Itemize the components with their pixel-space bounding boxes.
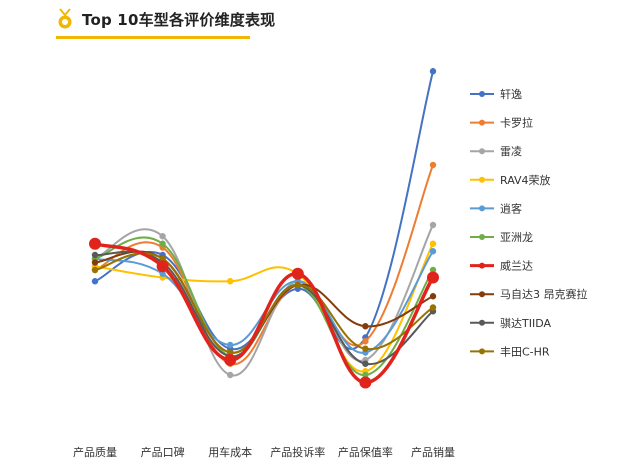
- legend-item: 马自达3 昂克赛拉: [470, 287, 588, 301]
- legend-item: 轩逸: [470, 87, 522, 101]
- chart-header: Top 10车型各评价维度表现: [56, 4, 275, 34]
- legend-label: 马自达3 昂克赛拉: [500, 287, 588, 301]
- data-point: [159, 270, 166, 277]
- data-point: [291, 267, 304, 280]
- series-line: [94, 224, 434, 377]
- data-point: [159, 255, 166, 262]
- legend-swatch-marker: [479, 119, 485, 126]
- data-point: [227, 349, 234, 356]
- data-point: [91, 251, 99, 259]
- legend-swatch-marker: [479, 291, 485, 298]
- legend-label: 卡罗拉: [500, 116, 533, 130]
- data-point: [91, 259, 99, 266]
- series-5: [91, 236, 437, 379]
- data-point: [429, 293, 437, 300]
- legend-item: 骐达TIIDA: [470, 317, 551, 330]
- x-tick-label: 用车成本: [208, 445, 252, 459]
- chart-title: Top 10车型各评价维度表现: [82, 10, 276, 29]
- series-line: [94, 70, 434, 350]
- legend-label: 丰田C-HR: [500, 345, 550, 358]
- series-lines: [89, 68, 439, 389]
- x-tick-label: 产品保值率: [338, 445, 393, 459]
- data-point: [429, 266, 437, 274]
- legend-item: 逍客: [470, 201, 522, 215]
- data-point: [362, 345, 369, 352]
- data-point: [224, 354, 237, 366]
- data-point: [227, 371, 234, 379]
- data-point: [362, 323, 369, 330]
- legend-swatch-marker: [479, 319, 485, 326]
- series-line: [94, 250, 434, 354]
- legend-item: 雷凌: [470, 144, 522, 158]
- series-4: [91, 248, 437, 356]
- series-3: [91, 240, 437, 375]
- legend-label: 逍客: [500, 201, 522, 215]
- data-point: [429, 68, 437, 75]
- series-6: [89, 237, 439, 389]
- series-line: [94, 252, 434, 354]
- data-point: [159, 240, 166, 247]
- x-tick-label: 产品口碑: [141, 445, 185, 459]
- x-tick-label: 产品质量: [73, 445, 117, 459]
- legend-item: 丰田C-HR: [470, 345, 550, 358]
- data-point: [362, 360, 369, 367]
- legend-label: 骐达TIIDA: [500, 317, 551, 330]
- series-line: [94, 250, 434, 354]
- title-underline: [56, 36, 250, 39]
- x-tick-label: 产品投诉率: [270, 445, 325, 459]
- legend-swatch-marker: [479, 148, 485, 155]
- legend-label: 亚洲龙: [500, 231, 533, 244]
- data-point: [91, 278, 99, 285]
- medal-icon: [58, 8, 72, 29]
- data-point: [91, 266, 99, 274]
- series-line: [94, 236, 434, 377]
- legend-label: 轩逸: [500, 87, 522, 101]
- data-point: [429, 248, 437, 255]
- data-point: [429, 304, 437, 311]
- data-point: [362, 371, 369, 379]
- legend-item: RAV4荣放: [470, 173, 551, 187]
- data-point: [159, 233, 166, 240]
- legend-swatch-marker: [479, 348, 485, 355]
- legend-item: 亚洲龙: [470, 231, 533, 244]
- data-point: [156, 260, 169, 273]
- x-tick-label: 产品销量: [411, 445, 455, 459]
- data-point: [427, 271, 439, 284]
- data-point: [362, 338, 369, 345]
- data-point: [429, 240, 437, 247]
- legend-swatch-marker: [479, 176, 485, 183]
- legend-label: 威兰达: [500, 260, 533, 273]
- data-point: [429, 221, 437, 229]
- legend-label: RAV4荣放: [500, 173, 551, 187]
- data-point: [227, 278, 234, 285]
- data-point: [359, 376, 372, 389]
- legend-swatch-marker: [479, 262, 485, 269]
- data-point: [89, 237, 101, 250]
- legend-swatch-marker: [479, 234, 485, 240]
- legend-item: 卡罗拉: [470, 116, 533, 130]
- data-point: [227, 341, 234, 349]
- data-point: [429, 161, 437, 169]
- legend-swatch-marker: [479, 91, 485, 97]
- series-line: [94, 242, 434, 373]
- legend-label: 雷凌: [500, 144, 522, 158]
- data-point: [294, 281, 301, 289]
- legend-item: 威兰达: [470, 260, 533, 273]
- x-axis-labels: 产品质量 产品口碑 用车成本 产品投诉率 产品保值率 产品销量: [73, 445, 455, 459]
- legend-swatch-marker: [479, 205, 485, 212]
